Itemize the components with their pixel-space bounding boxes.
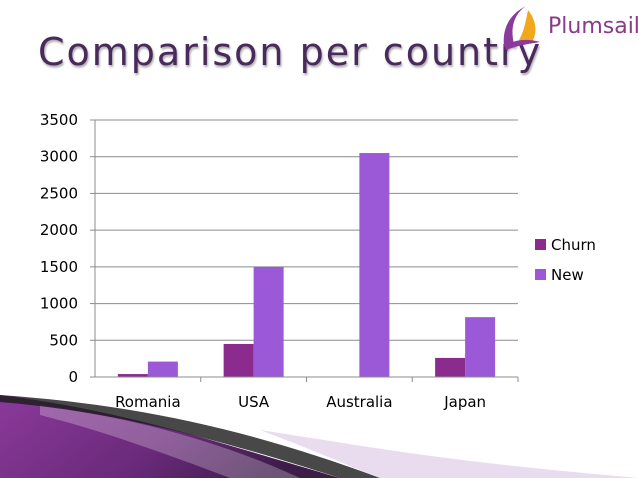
logo-text: Plumsail [548,14,639,39]
plumsail-logo: Plumsail [500,4,639,50]
x-tick-label: USA [238,393,270,411]
gridlines [94,119,518,378]
legend-label: New [551,266,584,284]
y-tick-label: 2000 [40,221,78,239]
y-tick-label: 3000 [40,148,78,166]
sail-icon [503,6,540,50]
x-tick-label: Japan [443,393,486,411]
y-axis-ticks: 0 500 1000 1500 2000 2500 3000 3500 [40,111,95,386]
bar-new-japan [465,317,496,377]
bar-new-romania [147,361,178,377]
slide-title: Comparison per country [38,30,543,74]
legend: Churn New [535,236,596,284]
y-tick-label: 0 [68,368,78,386]
y-tick-label: 2500 [40,184,78,202]
bar-new-usa [253,266,284,377]
bars [117,153,496,377]
legend-label: Churn [551,236,596,254]
x-axis: Romania USA Australia Japan [95,376,519,411]
bar-churn-usa [223,343,254,377]
y-tick-label: 500 [49,331,78,349]
bar-new-australia [359,153,390,377]
y-tick-label: 1000 [40,295,78,313]
bar-churn-romania [117,374,148,377]
legend-swatch [535,269,546,280]
y-tick-label: 3500 [40,111,78,129]
bar-churn-japan [435,357,466,377]
legend-swatch [535,239,546,250]
x-tick-label: Romania [115,393,181,411]
y-tick-label: 1500 [40,258,78,276]
x-tick-label: Australia [326,393,392,411]
